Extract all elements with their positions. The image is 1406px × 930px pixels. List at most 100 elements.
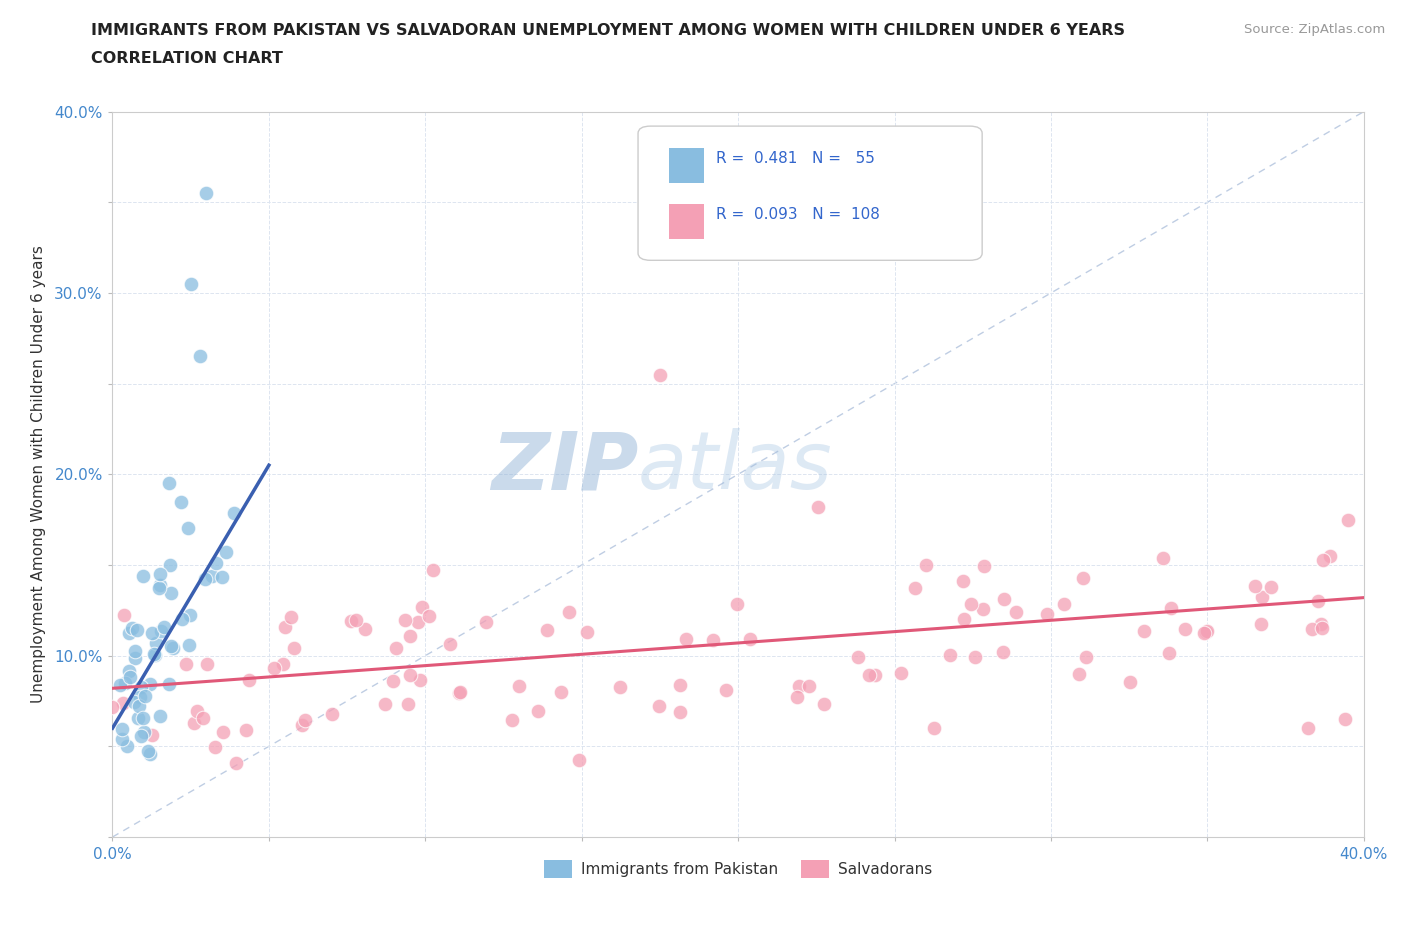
- Point: [675, 631, 697, 646]
- Point: [449, 684, 471, 699]
- Point: [963, 650, 986, 665]
- Point: [205, 555, 228, 570]
- Point: [1337, 512, 1360, 527]
- Point: [716, 683, 738, 698]
- Point: [890, 666, 912, 681]
- Point: [157, 677, 180, 692]
- Point: [1118, 675, 1140, 690]
- Point: [668, 677, 690, 692]
- Point: [183, 715, 205, 730]
- Point: [180, 276, 202, 291]
- Point: [124, 694, 146, 709]
- Point: [170, 494, 193, 509]
- Point: [127, 711, 149, 725]
- Text: Source: ZipAtlas.com: Source: ZipAtlas.com: [1244, 23, 1385, 36]
- Point: [1174, 621, 1197, 636]
- Text: R =  0.481   N =   55: R = 0.481 N = 55: [716, 152, 875, 166]
- Point: [160, 586, 183, 601]
- Point: [952, 574, 974, 589]
- Point: [141, 727, 163, 742]
- Point: [149, 578, 172, 592]
- Point: [204, 740, 226, 755]
- Point: [952, 612, 974, 627]
- Point: [1005, 604, 1028, 619]
- Point: [212, 725, 235, 740]
- Point: [274, 619, 297, 634]
- Point: [1251, 590, 1274, 604]
- Point: [129, 679, 152, 694]
- Point: [294, 712, 316, 727]
- Point: [398, 629, 420, 644]
- Point: [1319, 549, 1341, 564]
- Point: [162, 641, 184, 656]
- Text: CORRELATION CHART: CORRELATION CHART: [91, 51, 283, 66]
- Point: [112, 696, 135, 711]
- Point: [973, 558, 995, 573]
- Point: [153, 619, 176, 634]
- Point: [211, 569, 233, 584]
- Point: [1197, 623, 1219, 638]
- Point: [1244, 579, 1267, 594]
- Point: [1035, 606, 1057, 621]
- Point: [132, 724, 155, 739]
- Point: [501, 713, 523, 728]
- Point: [134, 688, 156, 703]
- Point: [157, 476, 180, 491]
- Point: [136, 743, 159, 758]
- Point: [422, 563, 444, 578]
- Point: [508, 678, 530, 693]
- Text: ZIP: ZIP: [491, 428, 638, 506]
- Point: [128, 699, 150, 714]
- Point: [139, 676, 162, 691]
- Point: [291, 718, 314, 733]
- Point: [1074, 649, 1097, 664]
- Point: [215, 545, 238, 560]
- Point: [1260, 580, 1282, 595]
- Point: [148, 566, 170, 581]
- Point: [1133, 623, 1156, 638]
- Point: [609, 679, 631, 694]
- Point: [280, 609, 302, 624]
- Point: [863, 668, 886, 683]
- Point: [195, 657, 218, 671]
- Point: [904, 581, 927, 596]
- Point: [576, 625, 599, 640]
- Point: [1306, 593, 1329, 608]
- Point: [439, 636, 461, 651]
- Point: [118, 664, 141, 679]
- Point: [124, 644, 146, 658]
- Point: [160, 639, 183, 654]
- Point: [121, 620, 143, 635]
- Point: [238, 672, 260, 687]
- Point: [263, 660, 285, 675]
- Point: [527, 703, 550, 718]
- Text: atlas: atlas: [638, 428, 832, 506]
- Point: [568, 753, 591, 768]
- Point: [1334, 711, 1357, 726]
- Point: [807, 499, 830, 514]
- Point: [353, 621, 375, 636]
- Point: [797, 678, 820, 693]
- Point: [139, 746, 162, 761]
- Point: [418, 608, 440, 623]
- Point: [1067, 666, 1090, 681]
- Point: [124, 650, 146, 665]
- Point: [201, 569, 224, 584]
- Point: [170, 611, 193, 626]
- Point: [993, 644, 1015, 659]
- Point: [118, 625, 141, 640]
- Point: [179, 608, 201, 623]
- Point: [174, 657, 197, 671]
- Point: [475, 615, 498, 630]
- Point: [344, 612, 367, 627]
- Point: [960, 596, 983, 611]
- Point: [1195, 624, 1218, 639]
- Point: [145, 635, 167, 650]
- Point: [112, 607, 135, 622]
- Point: [283, 641, 305, 656]
- FancyBboxPatch shape: [669, 148, 704, 182]
- Point: [374, 697, 396, 711]
- Point: [993, 591, 1015, 606]
- Point: [1301, 621, 1323, 636]
- Point: [186, 703, 208, 718]
